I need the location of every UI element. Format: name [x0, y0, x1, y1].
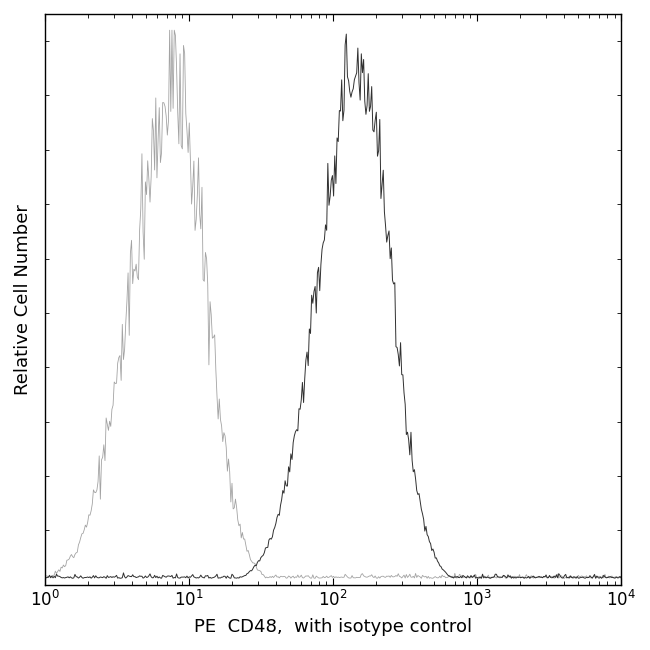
Y-axis label: Relative Cell Number: Relative Cell Number: [14, 204, 32, 395]
X-axis label: PE  CD48,  with isotype control: PE CD48, with isotype control: [194, 618, 472, 636]
